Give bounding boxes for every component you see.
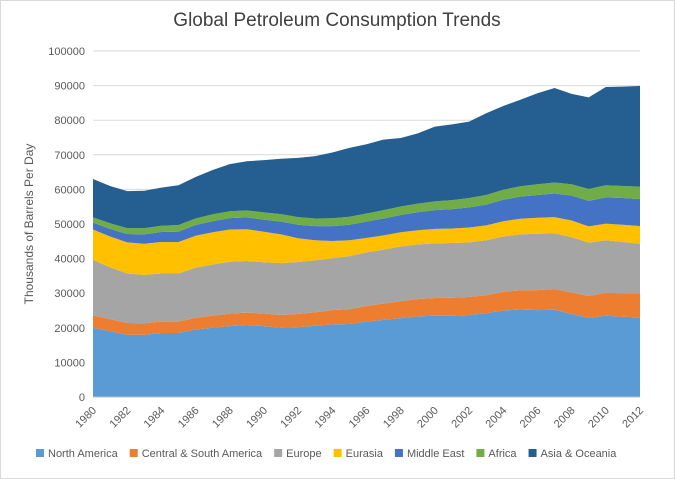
- legend-swatch: [333, 449, 342, 457]
- area-eurasia: [93, 217, 640, 275]
- x-tick-label: 1992: [278, 405, 304, 431]
- x-tick-label: 1998: [381, 405, 407, 431]
- legend-swatch: [476, 449, 485, 457]
- y-tick-label: 20000: [54, 323, 85, 335]
- y-tick-label: 100000: [48, 46, 85, 58]
- y-tick-label: 50000: [54, 219, 85, 231]
- legend-swatch: [394, 449, 403, 457]
- legend-swatch: [274, 449, 283, 457]
- x-tick-label: 2006: [518, 405, 544, 431]
- x-tick-label: 1986: [176, 405, 202, 431]
- y-tick-label: 70000: [54, 150, 85, 162]
- y-tick-label: 0: [79, 392, 85, 404]
- legend-label: Africa: [488, 448, 517, 460]
- area-north-america: [93, 309, 640, 397]
- x-tick-label: 2004: [484, 405, 510, 431]
- legend-label: Central & South America: [142, 448, 263, 460]
- x-tick-label: 1990: [244, 405, 270, 431]
- area-series-group: [93, 85, 640, 397]
- x-tick-label: 1988: [210, 405, 236, 431]
- legend-label: Middle East: [407, 448, 464, 460]
- chart-title: Global Petroleum Consumption Trends: [173, 10, 500, 31]
- legend-swatch: [36, 449, 44, 457]
- x-tick-label: 2012: [620, 405, 646, 431]
- area-europe: [93, 233, 640, 324]
- legend-label: Eurasia: [346, 448, 384, 460]
- x-tick-label: 1994: [313, 405, 339, 431]
- legend-label: Asia & Oceania: [541, 448, 618, 460]
- area-middle-east: [93, 193, 640, 244]
- y-tick-label: 90000: [54, 81, 85, 93]
- x-tick-label: 1984: [142, 405, 168, 431]
- x-tick-label: 1980: [73, 405, 99, 431]
- y-tick-label: 30000: [54, 288, 85, 300]
- y-axis-title: Thousands of Barrels Per Day: [22, 144, 36, 305]
- x-tick-label: 2002: [449, 405, 475, 431]
- x-tick-label: 1996: [347, 405, 373, 431]
- legend-label: North America: [48, 448, 119, 460]
- area-africa: [93, 182, 640, 235]
- area-asia-oceania: [93, 85, 640, 229]
- x-tick-label: 2000: [415, 405, 441, 431]
- y-tick-label: 60000: [54, 184, 85, 196]
- legend: North America Central & South America Euro…: [36, 448, 617, 460]
- legend-label: Europe: [286, 448, 321, 460]
- x-tick-label: 2010: [586, 405, 612, 431]
- y-tick-label: 80000: [54, 115, 85, 127]
- x-tick-label: 1982: [108, 405, 134, 431]
- legend-swatch: [129, 449, 138, 457]
- x-tick-label: 2008: [552, 405, 578, 431]
- y-tick-label: 40000: [54, 254, 85, 266]
- area-central-south-america: [93, 289, 640, 335]
- y-tick-label: 10000: [54, 357, 85, 369]
- legend-swatch: [528, 449, 537, 457]
